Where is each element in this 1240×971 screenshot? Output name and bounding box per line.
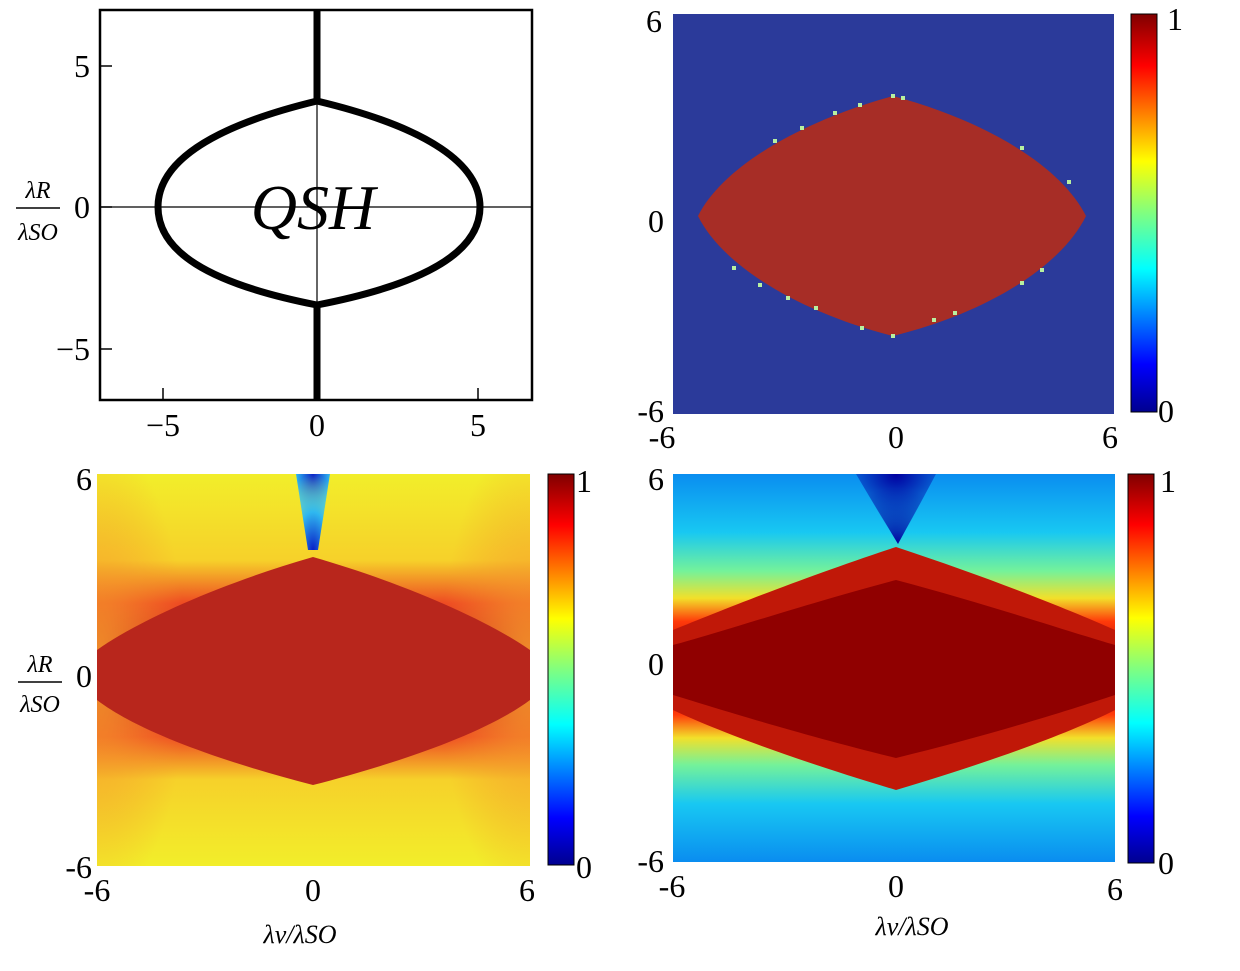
ytick-label: 6 [648, 461, 664, 497]
heatmap-bottom-spike [296, 474, 330, 550]
ytick-label: -6 [637, 843, 664, 879]
boundary-dot [1040, 268, 1044, 272]
xtick-label: 5 [470, 407, 486, 443]
heatmap-bottom-right-panel: 1 0 6 0 -6 -6 0 6 λv/λSO [637, 461, 1176, 941]
xtick-label: -6 [659, 868, 686, 904]
colorbar-min-label: 0 [1158, 845, 1174, 881]
boundary-dot [814, 306, 818, 310]
boundary-dots [732, 94, 1071, 338]
ytick-label: 0 [74, 189, 90, 225]
phase-diagram-panel: QSH −5 0 5 5 0 −5 λR λSO [16, 8, 534, 443]
colorbar [547, 473, 575, 866]
heatmap-qsh-region [97, 557, 530, 785]
boundary-dot [773, 139, 777, 143]
ytick-label: -6 [65, 849, 92, 885]
colorbar-max-label: 1 [1160, 463, 1176, 499]
ytick-label: -6 [637, 393, 664, 429]
boundary-dot [833, 111, 837, 115]
boundary-dot [932, 318, 936, 322]
boundary-dot [732, 266, 736, 270]
boundary-dot [786, 296, 790, 300]
ytick-label: −5 [56, 331, 90, 367]
ylabel-denominator: λSO [17, 220, 58, 246]
xtick-label: -6 [649, 419, 676, 455]
qsh-boundary-curve [154, 97, 484, 309]
boundary-dot [758, 283, 762, 287]
ylabel-numerator: λR [24, 178, 50, 204]
colorbar [1127, 473, 1155, 864]
xtick-label: 6 [519, 872, 535, 908]
colorbar-max-label: 1 [576, 463, 592, 499]
ytick-label: 5 [74, 48, 90, 84]
xtick-label: 0 [888, 419, 904, 455]
boundary-dot [891, 334, 895, 338]
xtick-label: 0 [305, 872, 321, 908]
ytick-label: 0 [648, 646, 664, 682]
ytick-label: 0 [76, 658, 92, 694]
xlabel: λv/λSO [874, 912, 948, 941]
ytick-label: 0 [648, 203, 664, 239]
xtick-label: -6 [84, 872, 111, 908]
heatmap-bottom-left-panel: 1 0 6 0 -6 -6 0 6 λR λSO λv/λSO [18, 461, 592, 949]
heatmap-qsh-region [698, 96, 1086, 336]
xtick-label: 0 [309, 407, 325, 443]
boundary-dot [858, 103, 862, 107]
boundary-dot [891, 94, 895, 98]
boundary-dot [1020, 146, 1024, 150]
ylabel-numerator: λR [26, 652, 52, 678]
ytick-label: 6 [76, 461, 92, 497]
boundary-dot [901, 96, 905, 100]
boundary-dot [1020, 281, 1024, 285]
xtick-label: 0 [888, 868, 904, 904]
xtick-label: −5 [146, 407, 180, 443]
boundary-dot [1067, 180, 1071, 184]
boundary-dot [800, 126, 804, 130]
colorbar-min-label: 0 [1158, 393, 1174, 429]
ytick-label: 6 [646, 3, 662, 39]
heatmap-qsh-core [673, 580, 1115, 758]
boundary-dot [860, 326, 864, 330]
boundary-dot [953, 311, 957, 315]
xtick-label: 6 [1102, 419, 1118, 455]
heatmap-top-right-panel: 1 0 6 0 -6 -6 0 6 [637, 1, 1183, 455]
colorbar [1130, 13, 1158, 413]
xlabel: λv/λSO [262, 920, 336, 949]
ylabel-denominator: λSO [19, 692, 60, 718]
qsh-region-label: QSH [251, 172, 379, 243]
colorbar-max-label: 1 [1167, 1, 1183, 37]
xtick-label: 6 [1107, 871, 1123, 907]
heatmap-bottom-dark [856, 474, 936, 544]
colorbar-min-label: 0 [576, 849, 592, 885]
